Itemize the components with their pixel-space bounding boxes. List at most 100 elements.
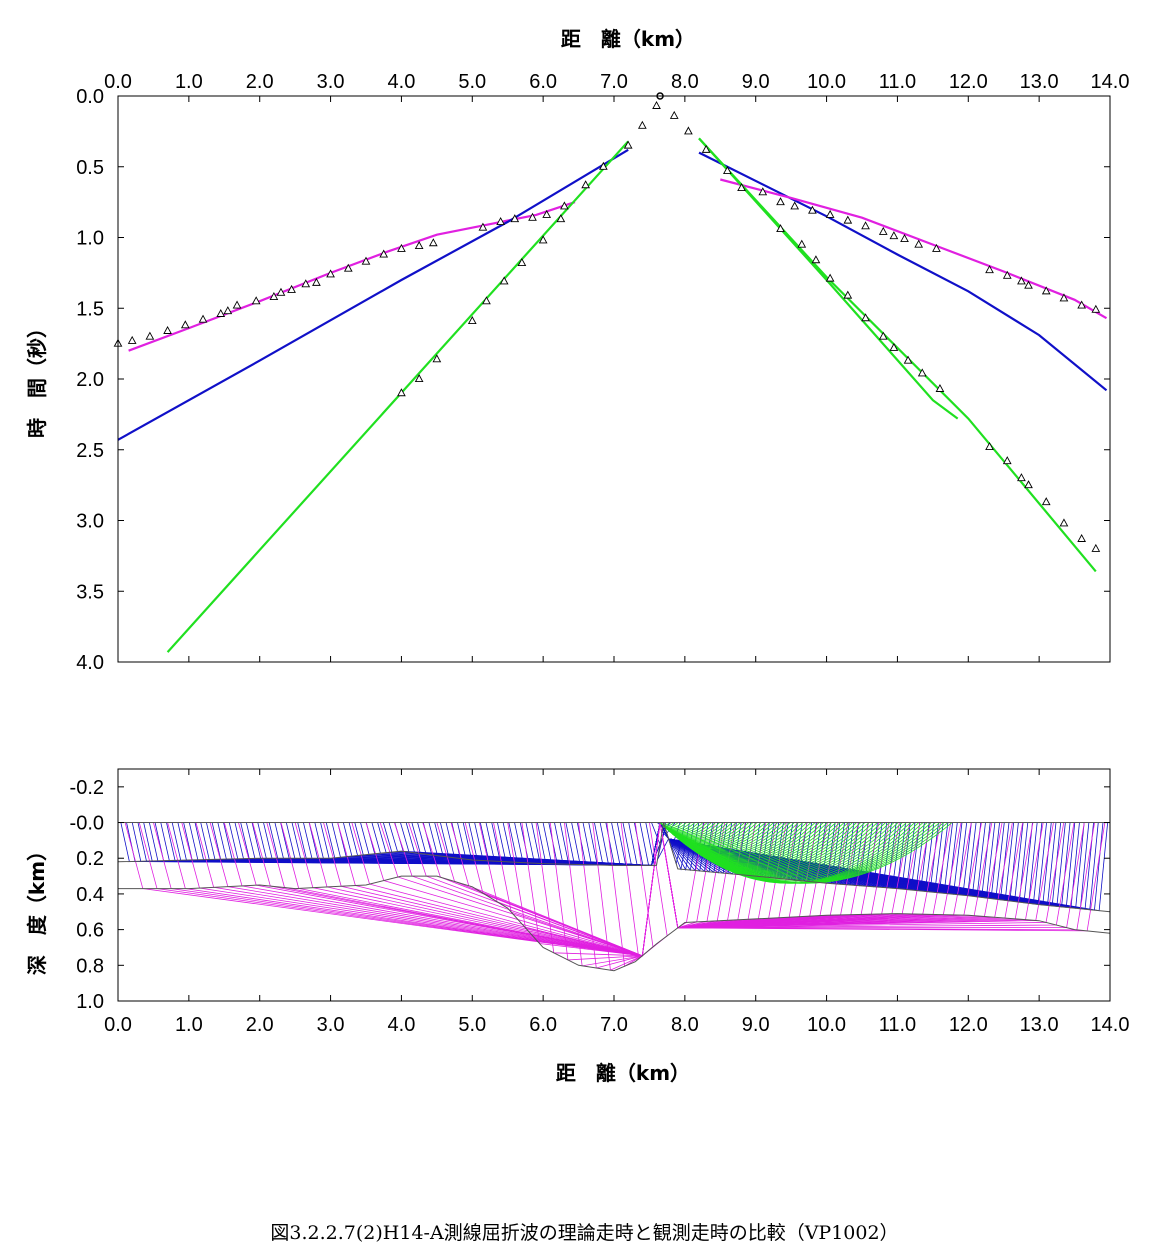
observed-point bbox=[917, 368, 927, 377]
observed-point bbox=[861, 313, 870, 322]
theory-curve-6 bbox=[698, 137, 1097, 573]
depth-axes: 0.0 1.0 2.0 3.0 4.0 5.0 6.0 7.0 8.0 9.0 10.0 11.0 12… bbox=[70, 768, 1129, 1036]
x-tick-label: 10.0 bbox=[807, 71, 846, 93]
observed-point bbox=[163, 325, 172, 334]
observed-point bbox=[737, 183, 746, 192]
observed-point bbox=[1024, 280, 1033, 289]
observed-point bbox=[878, 226, 888, 235]
ray-path bbox=[379, 822, 661, 957]
observed-point bbox=[1041, 497, 1051, 506]
y-tick-label: 1.0 bbox=[76, 228, 104, 250]
observed-point bbox=[538, 235, 548, 244]
observed-point bbox=[599, 161, 608, 170]
observed-point bbox=[889, 231, 899, 240]
observed-point bbox=[232, 300, 242, 309]
theory-curve-1 bbox=[117, 148, 629, 441]
x-tick-label: 6.0 bbox=[529, 1014, 557, 1036]
observed-point bbox=[1091, 304, 1101, 313]
observed-point bbox=[684, 126, 693, 135]
x-tick-label: 3.0 bbox=[317, 71, 345, 93]
x-tick-label: 12.0 bbox=[949, 71, 988, 93]
y-tick-label: 3.0 bbox=[76, 511, 104, 533]
observed-point bbox=[560, 201, 569, 210]
x-tick-label: 14.0 bbox=[1091, 71, 1130, 93]
observed-point bbox=[652, 100, 661, 109]
observed-point bbox=[496, 216, 505, 225]
observed-point bbox=[482, 296, 491, 305]
observed-point bbox=[935, 383, 945, 392]
theoretical-curves bbox=[117, 137, 1108, 653]
observed-point bbox=[811, 255, 821, 264]
y-tick-label: 0.4 bbox=[76, 884, 104, 906]
x-tick-label: 1.0 bbox=[175, 1014, 203, 1036]
x-tick-label: 11.0 bbox=[879, 71, 916, 93]
observed-point bbox=[1002, 456, 1012, 465]
ray-path bbox=[659, 822, 1109, 912]
layer2-boundary bbox=[118, 875, 1111, 972]
observed-point bbox=[1059, 293, 1069, 302]
observed-point bbox=[312, 277, 321, 286]
x-tick-label: 9.0 bbox=[742, 1014, 770, 1036]
traveltime-axes: 0.0 1.0 2.0 3.0 4.0 5.0 6.0 7.0 8.0 9.0 10.0 11.0 12… bbox=[76, 71, 1129, 674]
observed-point bbox=[251, 296, 261, 305]
figure-caption: 図3.2.2.7(2)H14-A測線屈折波の理論走時と観測走時の比較（VP100… bbox=[270, 1222, 899, 1244]
observed-point bbox=[1024, 480, 1033, 489]
theory-curve-2 bbox=[166, 140, 630, 653]
observed-point bbox=[669, 110, 679, 119]
x-tick-label: 2.0 bbox=[246, 71, 274, 93]
observed-point bbox=[1002, 270, 1012, 279]
observed-point bbox=[223, 306, 233, 315]
x-tick-label: 5.0 bbox=[458, 1014, 486, 1036]
x-tick-label: 8.0 bbox=[671, 1014, 699, 1036]
observed-point bbox=[843, 215, 853, 224]
observed-point bbox=[414, 374, 424, 383]
y-tick-label: 1.0 bbox=[76, 991, 104, 1013]
observed-point bbox=[1091, 543, 1101, 552]
theory-curve-3 bbox=[698, 151, 1108, 392]
observed-point bbox=[825, 209, 835, 218]
observed-point bbox=[216, 308, 226, 317]
observed-point bbox=[326, 269, 335, 278]
y-tick-label: 0.6 bbox=[76, 920, 104, 942]
x-tick-label: 4.0 bbox=[388, 71, 416, 93]
x-tick-label: 11.0 bbox=[879, 1014, 916, 1036]
x-tick-label: 13.0 bbox=[1020, 1014, 1059, 1036]
observed-point bbox=[127, 335, 137, 344]
observed-point bbox=[542, 209, 552, 218]
observed-point bbox=[397, 388, 406, 397]
observed-point bbox=[637, 120, 647, 129]
observed-point bbox=[499, 276, 509, 285]
observed-point bbox=[723, 166, 732, 175]
x-tick-label: 9.0 bbox=[742, 71, 770, 93]
y-tick-label: 4.0 bbox=[76, 652, 104, 674]
observed-point bbox=[623, 140, 633, 149]
x-tick-label: 0.0 bbox=[104, 71, 132, 93]
observed-point bbox=[1059, 518, 1069, 527]
x-tick-label: 12.0 bbox=[949, 1014, 988, 1036]
traveltime-chart: 0.0 1.0 2.0 3.0 4.0 5.0 6.0 7.0 8.0 9.0 10.0 11.0 12… bbox=[25, 27, 1129, 674]
observed-point bbox=[581, 180, 591, 189]
ray-fan-4 bbox=[659, 822, 953, 884]
plot-frame bbox=[117, 95, 1111, 663]
observed-point bbox=[797, 239, 807, 248]
y-tick-label: 0.5 bbox=[76, 157, 104, 179]
y-tick-label: 1.5 bbox=[76, 298, 104, 320]
observed-points bbox=[113, 92, 1101, 552]
observed-point bbox=[900, 233, 909, 242]
observed-point bbox=[478, 222, 488, 231]
top-x-axis-title: 距 離（km） bbox=[561, 27, 695, 51]
y-tick-label: 3.5 bbox=[76, 581, 104, 603]
observed-point bbox=[432, 354, 442, 363]
theory-curve-4 bbox=[720, 178, 1108, 320]
observed-point bbox=[379, 249, 389, 258]
observed-point bbox=[343, 263, 353, 272]
ray-paths bbox=[120, 822, 1109, 971]
observed-point bbox=[467, 316, 477, 325]
observed-point bbox=[1077, 533, 1087, 542]
observed-point bbox=[428, 238, 438, 247]
observed-point bbox=[808, 205, 817, 214]
x-tick-label: 6.0 bbox=[529, 71, 557, 93]
observed-point bbox=[1077, 300, 1087, 309]
plot-frame bbox=[117, 768, 1111, 1002]
